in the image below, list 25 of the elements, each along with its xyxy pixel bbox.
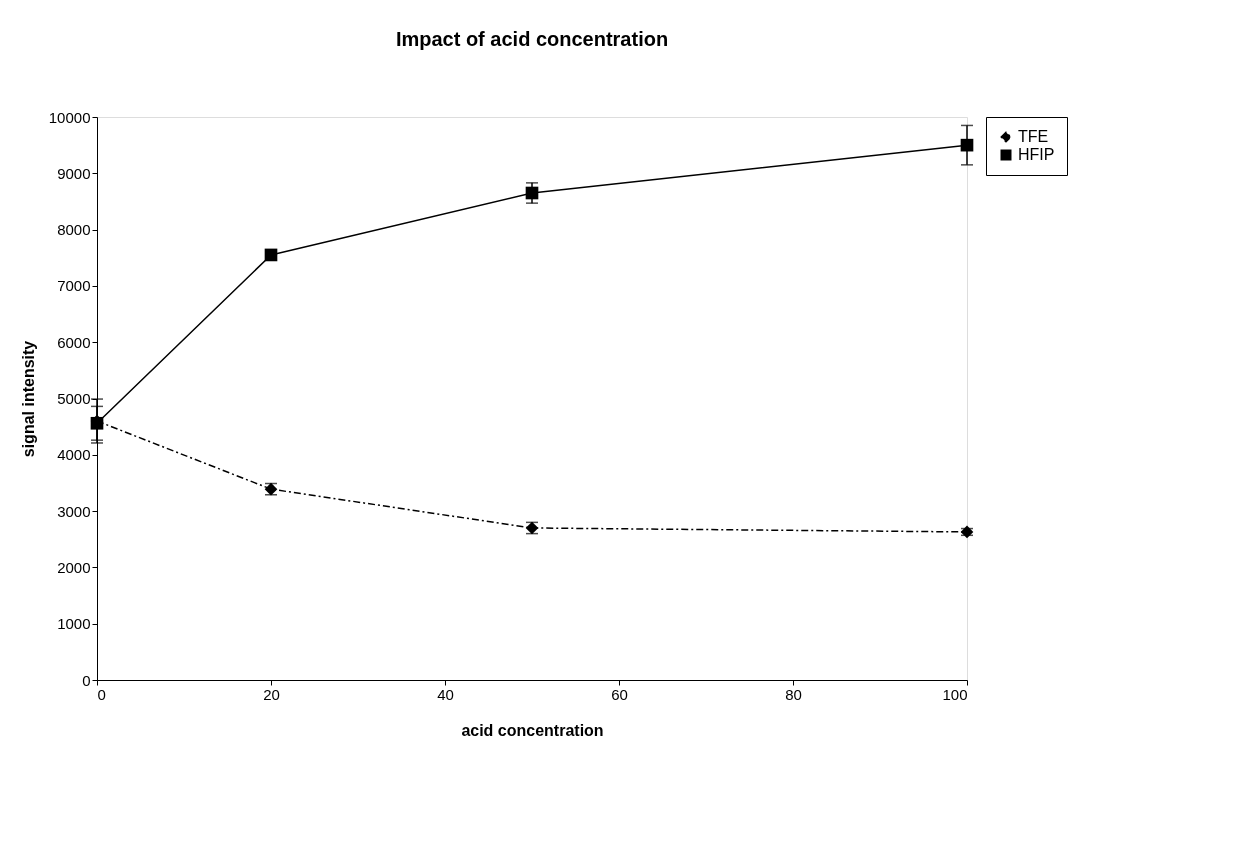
y-tick-label: 0 bbox=[82, 671, 91, 689]
x-tick-label: 0 bbox=[97, 685, 106, 703]
x-tick-label: 20 bbox=[263, 685, 280, 703]
y-tick-label: 3000 bbox=[57, 502, 91, 520]
y-axis-title: signal intensity bbox=[19, 340, 37, 458]
y-tick-label: 5000 bbox=[57, 390, 91, 407]
chart-title: Impact of acid concentration bbox=[395, 28, 669, 50]
x-tick-label: 80 bbox=[785, 685, 802, 703]
y-tick-label: 2000 bbox=[57, 558, 91, 576]
y-tick-label: 8000 bbox=[57, 221, 91, 239]
y-tick-label: 1000 bbox=[57, 615, 91, 633]
y-tick-label: 9000 bbox=[57, 164, 91, 182]
x-tick-label: 40 bbox=[437, 685, 454, 703]
y-tick-label: 4000 bbox=[57, 446, 91, 464]
point bbox=[525, 186, 539, 200]
y-tick-label: 7000 bbox=[57, 277, 91, 295]
x-tick-label: 100 bbox=[942, 685, 968, 703]
y-tick-label: 10000 bbox=[48, 108, 91, 126]
point bbox=[960, 138, 974, 152]
legend-label: TFE bbox=[1018, 128, 1049, 145]
point bbox=[264, 248, 278, 262]
legend-label: HFIP bbox=[1018, 146, 1055, 163]
x-tick-label: 60 bbox=[611, 685, 628, 703]
y-tick-label: 6000 bbox=[57, 333, 91, 351]
x-axis-title: acid concentration bbox=[461, 721, 604, 739]
